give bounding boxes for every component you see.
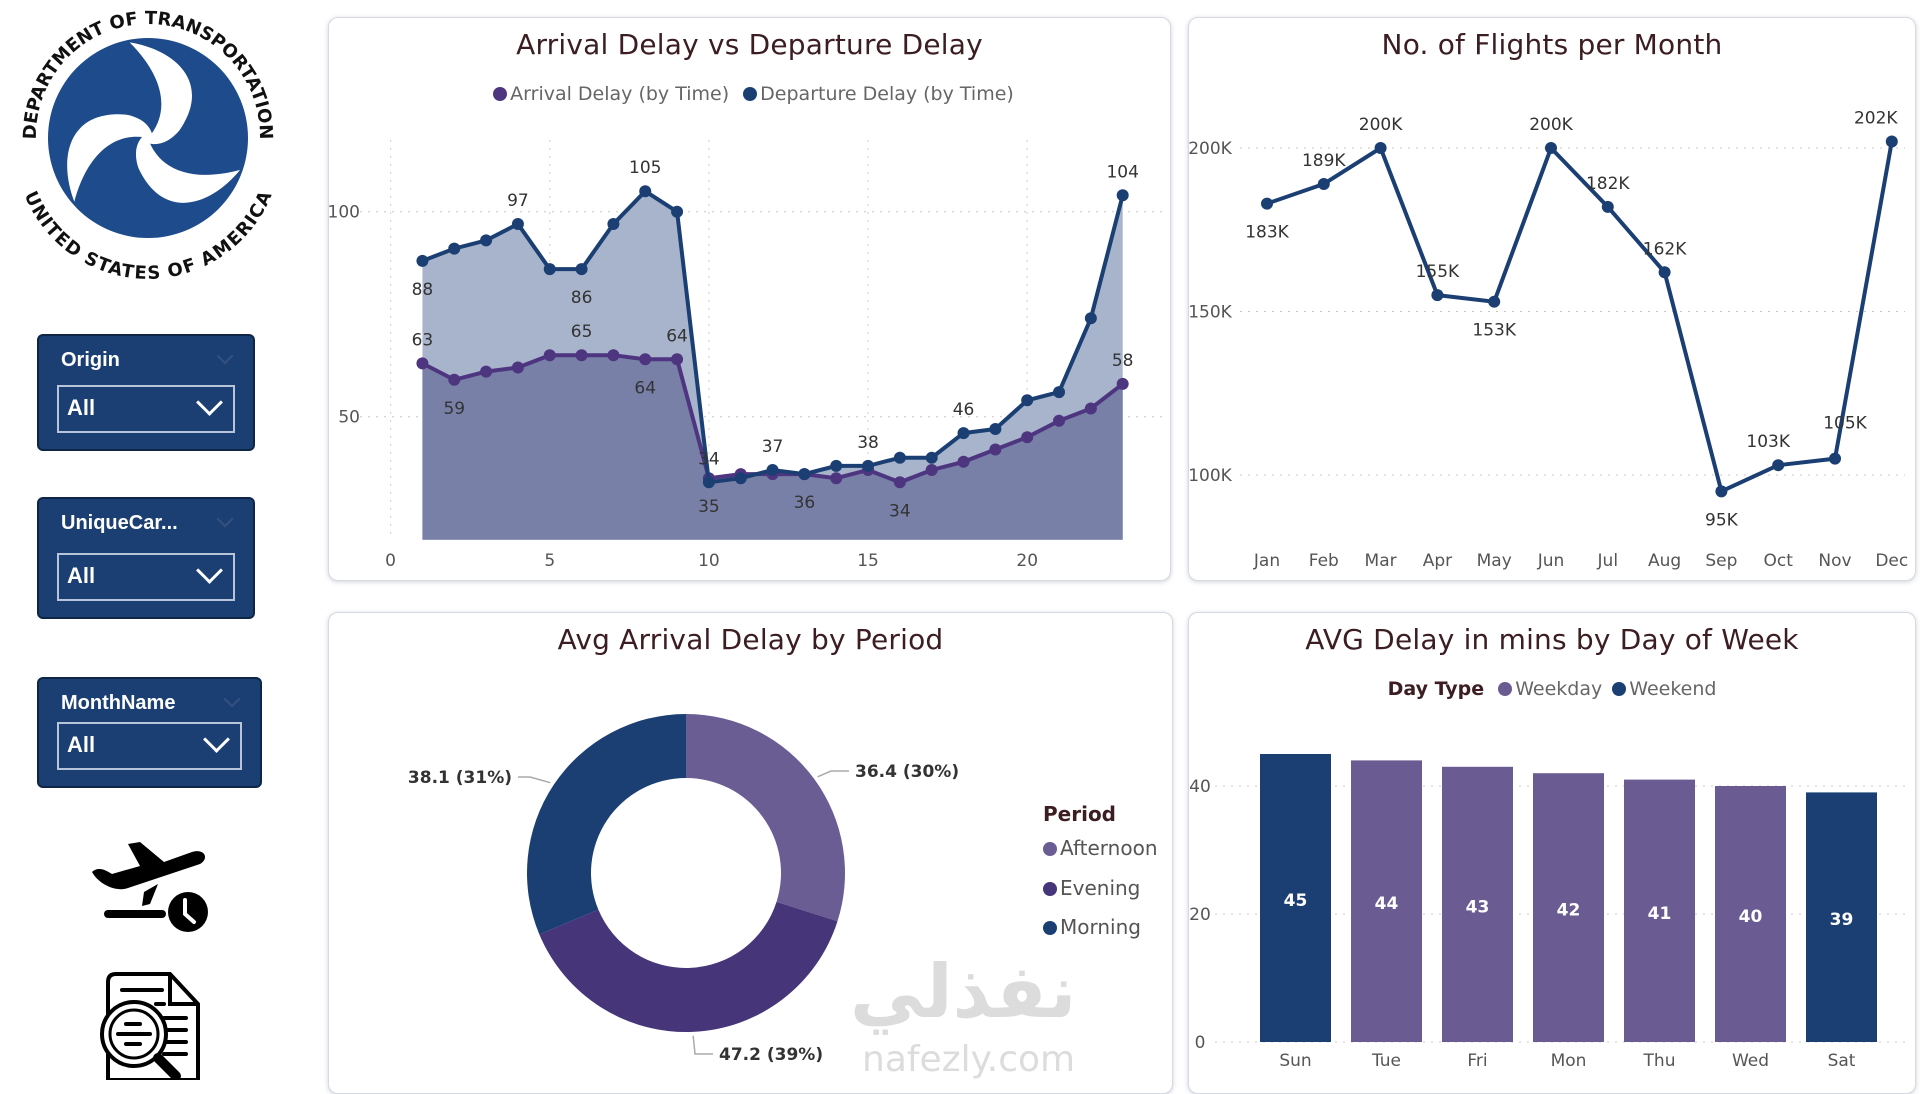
- month-name-slicer[interactable]: MonthName All: [37, 677, 262, 788]
- legend-title: Period: [1043, 802, 1116, 826]
- slicer-label: Origin: [61, 349, 120, 371]
- delay-by-day-card: AVG Delay in mins by Day of Week Day Typ…: [1188, 612, 1916, 1094]
- dot-logo: DEPARTMENT OF TRANSPORTATION UNITED STAT…: [20, 8, 277, 284]
- legend-item-evening: Evening: [1043, 876, 1140, 900]
- chart-legend: Arrival Delay (by Time) Departure Delay …: [329, 82, 1170, 106]
- origin-slicer[interactable]: Origin All: [37, 334, 255, 451]
- chart-title: Avg Arrival Delay by Period: [557, 623, 944, 656]
- slicer-label: MonthName: [61, 692, 176, 714]
- dropdown-value: All: [67, 732, 96, 757]
- chevron-down-icon[interactable]: [216, 347, 234, 365]
- legend-item-afternoon: Afternoon: [1043, 836, 1158, 860]
- legend-item: Departure Delay (by Time): [760, 83, 1014, 105]
- chevron-down-icon: [203, 726, 230, 753]
- legend-item: Weekend: [1629, 678, 1717, 700]
- legend-dot: [743, 87, 758, 101]
- airplane-departure-clock-icon: [92, 842, 208, 932]
- month-name-dropdown[interactable]: All: [57, 722, 242, 770]
- chart-title: AVG Delay in mins by Day of Week: [1305, 623, 1799, 656]
- legend-dot: [1043, 921, 1057, 935]
- slicer-label: UniqueCar...: [61, 512, 178, 534]
- unique-carrier-dropdown[interactable]: All: [57, 553, 235, 601]
- legend-dot: [1498, 682, 1513, 696]
- legend-title: Day Type: [1387, 678, 1485, 700]
- legend-dot: [1043, 842, 1057, 856]
- dropdown-value: All: [67, 563, 96, 588]
- legend-dot: [1612, 682, 1627, 696]
- chevron-down-icon: [196, 389, 223, 416]
- legend-item-morning: Morning: [1043, 915, 1141, 939]
- legend-label: Afternoon: [1060, 836, 1158, 860]
- chart-legend: Day Type Weekday Weekend: [1189, 677, 1915, 701]
- legend-label: Morning: [1060, 915, 1141, 939]
- arrival-vs-departure-card: Arrival Delay vs Departure Delay Arrival…: [328, 17, 1171, 581]
- unique-carrier-slicer[interactable]: UniqueCar... All: [37, 497, 255, 619]
- chevron-down-icon: [196, 557, 223, 584]
- legend-dot: [1043, 882, 1057, 896]
- flights-per-month-card: No. of Flights per Month: [1188, 17, 1916, 581]
- chevron-down-icon[interactable]: [216, 510, 234, 528]
- chart-title: No. of Flights per Month: [1381, 28, 1723, 61]
- document-search-icon: [100, 972, 200, 1080]
- legend-item: Weekday: [1515, 678, 1603, 700]
- legend-dot: [493, 87, 508, 101]
- origin-dropdown[interactable]: All: [57, 385, 235, 433]
- chart-title: Arrival Delay vs Departure Delay: [516, 28, 983, 61]
- dropdown-value: All: [67, 395, 96, 420]
- legend-label: Evening: [1060, 876, 1141, 900]
- chevron-down-icon[interactable]: [223, 690, 241, 708]
- legend-item: Arrival Delay (by Time): [510, 83, 730, 105]
